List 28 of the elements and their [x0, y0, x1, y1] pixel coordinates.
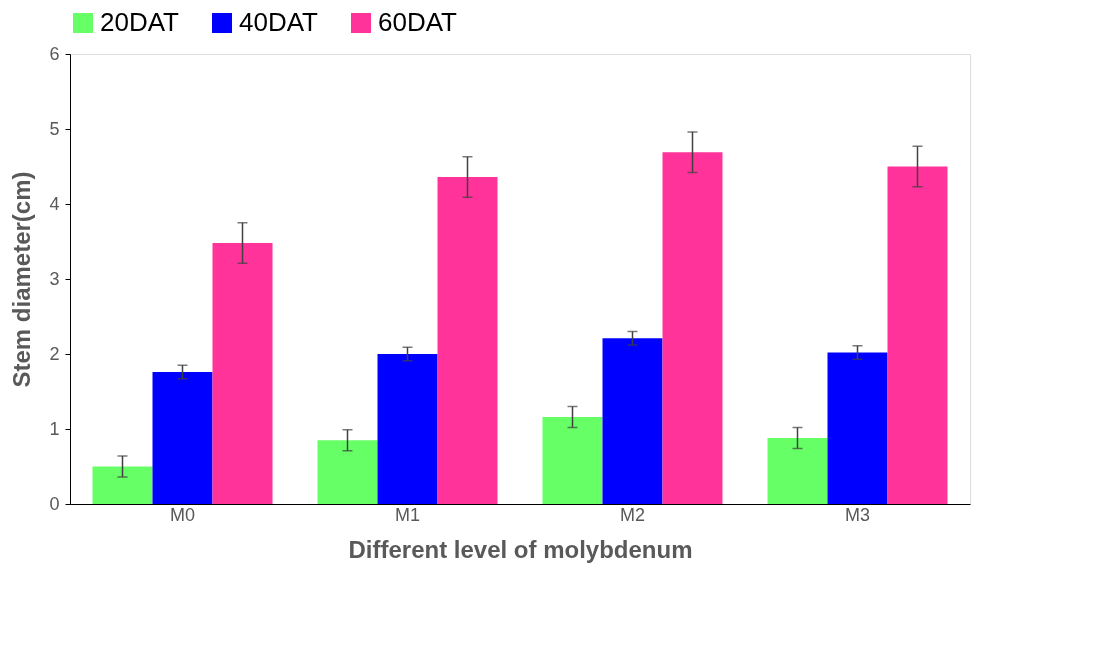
y-tick-label: 2	[49, 343, 60, 364]
bar	[92, 466, 153, 504]
bar	[767, 438, 828, 504]
x-tick-label: M0	[169, 504, 196, 525]
bar	[827, 352, 888, 504]
x-axis-title: Different level of molybdenum	[348, 535, 693, 563]
bar	[542, 417, 603, 504]
bar	[212, 243, 273, 504]
bar	[317, 440, 378, 504]
bar	[662, 152, 723, 504]
y-tick-label: 4	[49, 193, 60, 214]
legend-label: 60DAT	[378, 7, 458, 37]
y-tick-label: 5	[49, 118, 60, 139]
bar	[602, 338, 663, 504]
x-tick-label: M2	[619, 504, 646, 525]
x-tick-label: M3	[844, 504, 871, 525]
bar	[887, 166, 948, 504]
legend-label: 20DAT	[100, 7, 180, 37]
y-axis-title: Stem diameter(cm)	[8, 171, 36, 388]
bar	[437, 177, 498, 504]
y-tick-label: 3	[49, 268, 60, 289]
y-tick-label: 1	[49, 418, 60, 439]
bar	[377, 354, 438, 504]
x-tick-label: M1	[394, 504, 421, 525]
bar	[152, 372, 213, 504]
y-tick-label: 6	[49, 43, 60, 64]
y-tick-label: 0	[49, 493, 60, 514]
legend-label: 40DAT	[239, 7, 319, 37]
